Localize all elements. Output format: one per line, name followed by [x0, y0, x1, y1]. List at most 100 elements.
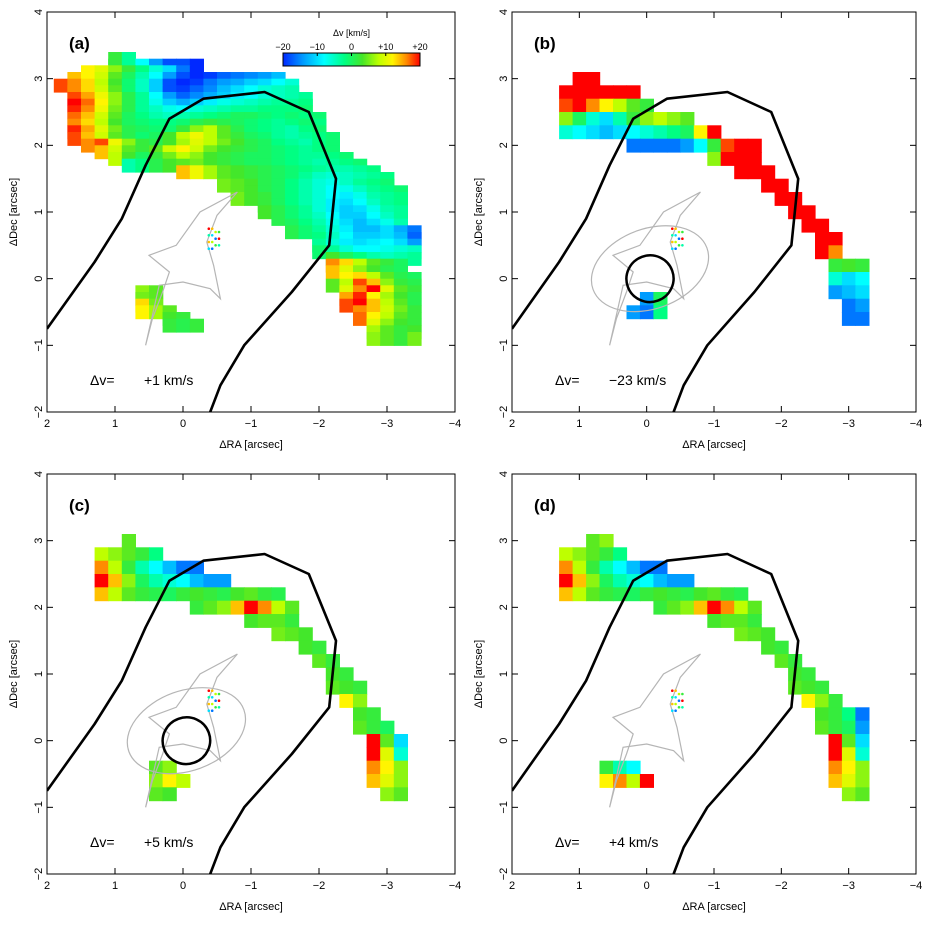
source-plane-outer-ellipse: [126, 687, 247, 775]
source-point: [674, 234, 677, 237]
velocity-pixel: [586, 574, 601, 588]
velocity-pixel: [599, 547, 614, 562]
velocity-pixel: [680, 138, 695, 153]
velocity-pixel: [828, 285, 843, 300]
plot-area: [512, 534, 870, 874]
velocity-pixel: [94, 587, 109, 602]
source-point: [210, 234, 214, 237]
x-tick-label: −3: [842, 880, 855, 892]
velocity-pixel: [639, 112, 654, 126]
velocity-pixel: [801, 205, 816, 220]
source-point: [671, 709, 674, 712]
velocity-pixel: [285, 225, 300, 240]
panel-label: (a): [69, 34, 90, 53]
x-tick-label: −2: [775, 880, 788, 892]
velocity-pixel: [734, 614, 749, 628]
velocity-pixel: [639, 138, 654, 153]
y-tick-label: 3: [33, 76, 45, 82]
x-tick-label: 0: [644, 880, 650, 892]
velocity-pixel: [855, 747, 870, 762]
y-tick-label: 3: [33, 538, 45, 544]
velocity-pixel: [626, 138, 641, 153]
velocity-pixel: [828, 760, 843, 775]
velocity-pixel: [559, 85, 574, 100]
y-tick-label: 1: [33, 671, 45, 677]
y-tick-label: 2: [498, 604, 510, 610]
velocity-pixel: [189, 600, 204, 615]
velocity-pixel: [285, 600, 300, 615]
velocity-pixel: [67, 132, 82, 146]
velocity-pixel: [380, 760, 395, 775]
y-tick-label: −2: [33, 868, 45, 881]
velocity-pixel: [149, 574, 164, 588]
velocity-pixel: [855, 298, 870, 313]
x-tick-label: −2: [313, 880, 326, 892]
x-tick-label: −3: [842, 418, 855, 430]
critical-inner-ellipse: [625, 254, 675, 304]
velocity-pixel: [121, 587, 136, 602]
y-tick-label: −1: [498, 339, 510, 352]
velocity-pixel: [559, 98, 574, 113]
velocity-pixel: [121, 534, 136, 548]
velocity-pixel: [599, 112, 614, 126]
velocity-pixel: [653, 112, 668, 126]
velocity-pixel: [653, 125, 668, 140]
colorbar-tick-label: +10: [378, 42, 393, 52]
velocity-pixel: [855, 720, 870, 735]
velocity-pixel: [747, 600, 762, 615]
panel-label: (c): [69, 496, 90, 515]
x-tick-label: −1: [245, 418, 258, 430]
velocity-pixel: [325, 680, 340, 695]
velocity-pixel: [613, 98, 628, 113]
velocity-pixel: [407, 252, 422, 266]
colorbar-tick-label: −20: [275, 42, 290, 52]
velocity-pixel: [680, 125, 695, 140]
velocity-pixel: [666, 125, 681, 140]
x-tick-label: −1: [708, 880, 721, 892]
velocity-pixel: [271, 614, 286, 628]
y-axis-label: ΔDec [arcsec]: [473, 178, 485, 246]
velocity-pixel: [613, 112, 628, 126]
velocity-pixel: [285, 627, 300, 642]
velocity-pixel: [108, 587, 123, 602]
velocity-pixel: [380, 787, 395, 802]
velocity-pixel: [189, 318, 204, 333]
source-point: [217, 237, 221, 240]
x-axis-label: ΔRA [arcsec]: [682, 439, 746, 451]
velocity-pixel: [841, 720, 856, 735]
source-point: [210, 709, 214, 712]
dv-value: +1 km/s: [144, 372, 193, 388]
velocity-pixel: [366, 707, 381, 722]
panel-b: 2 1 0 −1 −2 −3 −4 −2 −1 0 1 2 3 4 ΔRA [arcsec] ΔDec [ar…: [473, 9, 922, 451]
velocity-pixel: [203, 600, 218, 615]
y-tick-label: −1: [33, 801, 45, 814]
velocity-pixel: [94, 574, 109, 588]
velocity-pixel: [81, 138, 96, 153]
velocity-pixel: [257, 587, 272, 602]
velocity-pixel: [149, 547, 164, 562]
x-tick-label: −1: [245, 880, 258, 892]
velocity-pixel: [815, 680, 830, 695]
velocity-pixel: [298, 640, 313, 655]
velocity-pixel: [720, 600, 735, 615]
velocity-pixel: [108, 560, 123, 575]
velocity-pixel: [801, 667, 816, 682]
velocity-pixel: [815, 694, 830, 708]
source-point: [214, 237, 217, 240]
caustic-curve: [145, 191, 238, 346]
velocity-pixel: [559, 125, 574, 140]
y-tick-label: 2: [33, 604, 45, 610]
velocity-pixel: [366, 734, 381, 748]
velocity-pixel: [774, 178, 789, 193]
panel-label: (d): [534, 496, 556, 515]
velocity-pixel: [841, 760, 856, 775]
plot-area: [47, 534, 408, 874]
velocity-pixel: [599, 125, 614, 140]
velocity-pixel: [572, 125, 587, 140]
colorbar: Δv [km/s] −20 −10 0 +10 +20: [275, 28, 428, 67]
velocity-pixel: [586, 560, 601, 575]
velocity-pixel: [841, 272, 856, 286]
x-tick-label: 2: [44, 418, 50, 430]
source-point: [207, 234, 211, 237]
